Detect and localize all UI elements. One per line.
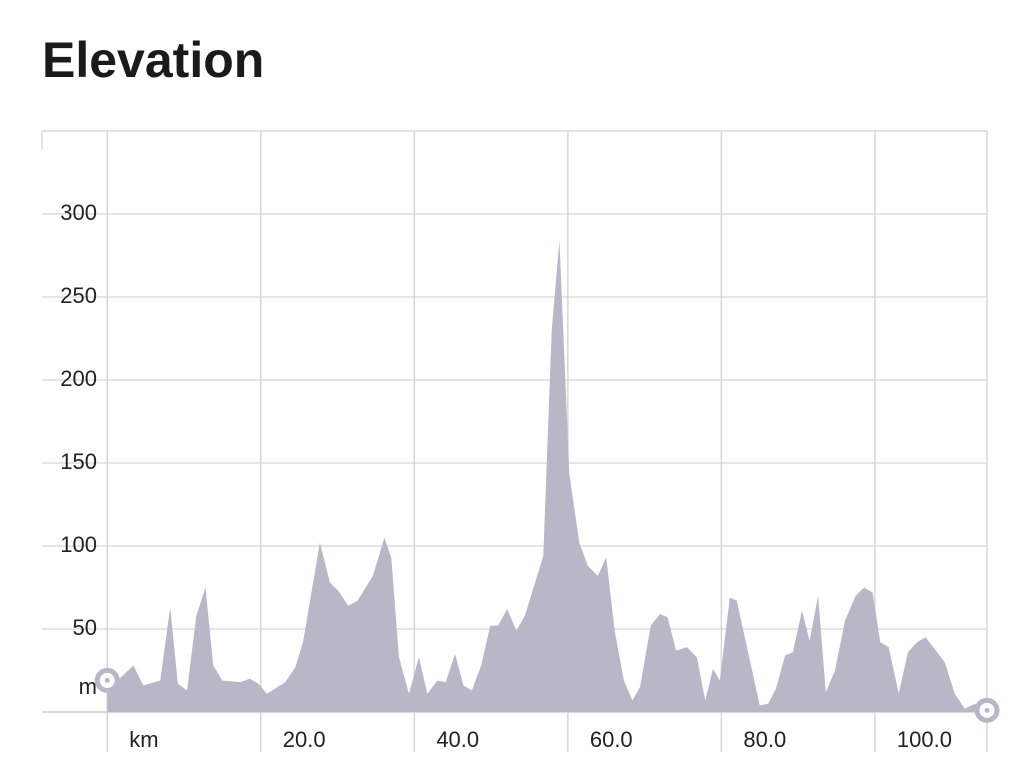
y-tick-label: 150: [60, 449, 97, 474]
x-tick-label: 80.0: [743, 727, 786, 752]
y-tick-label: 50: [73, 615, 97, 640]
x-tick-label: 20.0: [283, 727, 326, 752]
x-tick-label: 60.0: [590, 727, 633, 752]
elevation-area: [107, 240, 987, 712]
y-tick-label: 250: [60, 283, 97, 308]
chart-title: Elevation: [42, 32, 264, 88]
y-tick-label: 200: [60, 366, 97, 391]
y-tick-label: m: [79, 674, 97, 699]
x-tick-label: 100.0: [897, 727, 952, 752]
route-marker-dot: [984, 707, 990, 713]
y-tick-label: 300: [60, 200, 97, 225]
x-tick-label: 40.0: [436, 727, 479, 752]
route-marker-dot: [104, 677, 110, 683]
y-tick-label: 100: [60, 532, 97, 557]
x-tick-label: km: [129, 727, 158, 752]
